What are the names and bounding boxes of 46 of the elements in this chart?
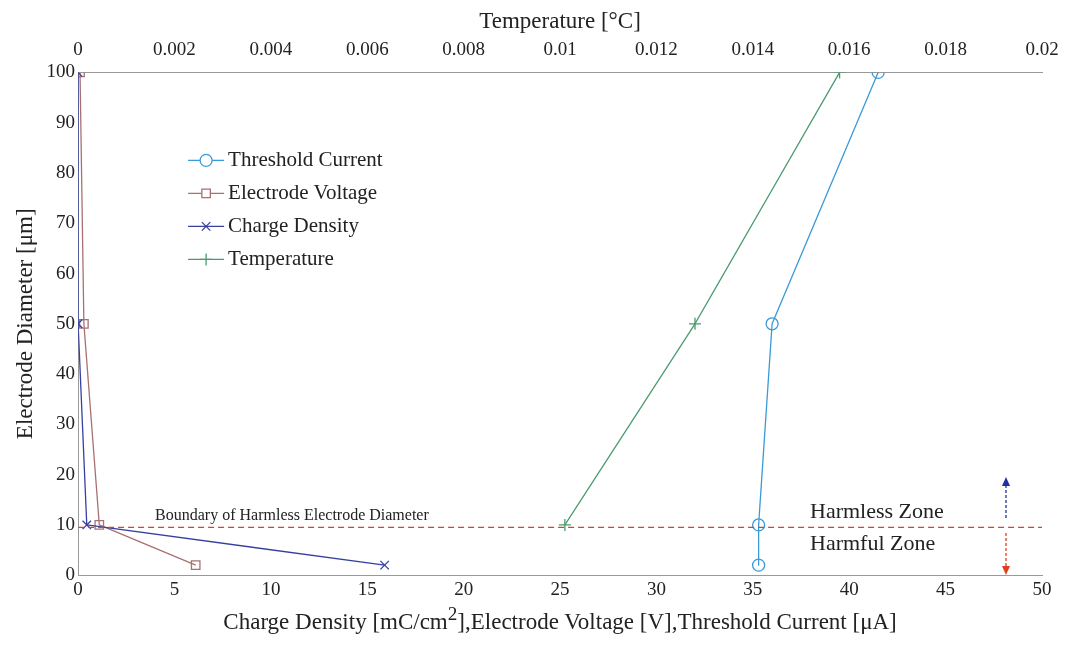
y-tick-label: 90 xyxy=(56,110,76,132)
y-tick-label: 70 xyxy=(56,211,76,233)
x-tick-label: 20 xyxy=(454,577,474,599)
x2-tick-label: 0.008 xyxy=(442,37,486,59)
point xyxy=(78,318,89,329)
x2-tick-label: 0.006 xyxy=(345,37,389,59)
legend-label: Electrode Voltage xyxy=(228,179,378,204)
x-tick-label: 5 xyxy=(169,577,180,599)
x-tick-label: 50 xyxy=(1032,577,1052,599)
legend-label: Threshold Current xyxy=(228,146,383,171)
y-tick-label: 30 xyxy=(56,412,76,434)
legend-label: Charge Density xyxy=(228,212,360,237)
x2-tick-label: 0.012 xyxy=(635,37,678,59)
point xyxy=(190,560,201,571)
x-tick-label: 15 xyxy=(357,577,377,599)
x2-tick-label: 0.004 xyxy=(249,37,293,59)
annotation: Harmless Zone xyxy=(810,498,944,524)
x-tick-label: 30 xyxy=(646,577,666,599)
y-tick-label: 100 xyxy=(46,60,76,82)
y-axis-title: Electrode Diameter [μm] xyxy=(11,208,37,440)
x-tick-label: 45 xyxy=(936,577,956,599)
x2-axis-title: Temperature [°C] xyxy=(479,7,641,33)
y-tick-label: 80 xyxy=(56,160,76,182)
x2-tick-label: 0.016 xyxy=(827,37,871,59)
y-tick-label: 10 xyxy=(56,512,76,534)
x-axis-title: Charge Density [mC/cm$^{2}$],Electrode Voltage [V],Threshold Current [μA] xyxy=(222,603,898,635)
point xyxy=(94,520,105,530)
annotation: Harmful Zone xyxy=(810,530,936,556)
y-tick-label: 60 xyxy=(56,261,76,283)
x-tick-label: 25 xyxy=(550,577,570,599)
x2-tick-label: 0.002 xyxy=(153,37,196,59)
legend-label: Temperature xyxy=(228,245,334,270)
x2-tick-label: 0.01 xyxy=(543,37,577,59)
x2-tick-label: 0.014 xyxy=(731,37,775,59)
x-tick-label: 10 xyxy=(261,577,281,599)
x2-tick-label: 0.018 xyxy=(924,37,967,59)
y-tick-label: 20 xyxy=(56,462,76,484)
point xyxy=(765,317,779,331)
ref-line-label: Boundary of Harmless Electrode Diameter xyxy=(155,505,430,524)
point xyxy=(751,518,766,532)
y-tick-label: 50 xyxy=(56,311,76,333)
y-tick-label: 40 xyxy=(56,362,76,384)
point xyxy=(751,558,766,572)
x-tick-label: 40 xyxy=(839,577,859,599)
x2-tick-label: 0.02 xyxy=(1025,37,1059,59)
x-tick-label: 35 xyxy=(743,577,763,599)
